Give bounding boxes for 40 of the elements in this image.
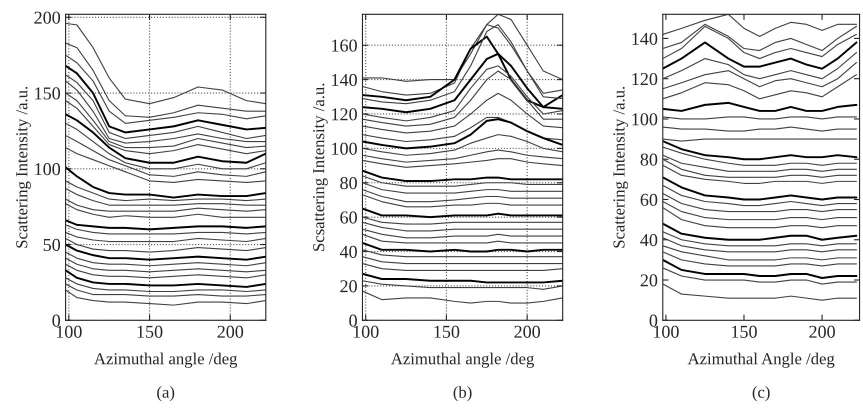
text: (a) bbox=[157, 386, 174, 402]
y-axis-title: Scattering Intensity /a.u. bbox=[16, 86, 31, 248]
y-tick-label: 0 bbox=[650, 314, 658, 327]
y-tick-label: 20 bbox=[640, 274, 658, 286]
y-tick-label: 200 bbox=[34, 12, 60, 24]
y-tick-label: 120 bbox=[632, 72, 658, 86]
y-tick-label: 140 bbox=[632, 32, 658, 45]
x-tick-label: 150 bbox=[138, 326, 162, 338]
text: (c) bbox=[752, 386, 770, 402]
y-tick-label: 100 bbox=[332, 142, 357, 155]
y-axis-title: Scsattering Intensity /a.u. bbox=[313, 84, 328, 251]
y-tick-label: 100 bbox=[632, 113, 658, 126]
x-axis-title: Azimuthal angle /deg bbox=[390, 352, 534, 368]
x-tick-label: 200 bbox=[218, 326, 244, 338]
x-axis-title: Azimuthal angle /deg bbox=[94, 352, 238, 368]
y-tick-label: 40 bbox=[640, 234, 658, 246]
y-tick-label: 40 bbox=[340, 246, 357, 258]
x-tick-label: 150 bbox=[434, 326, 460, 338]
y-tick-label: 140 bbox=[332, 74, 357, 86]
x-axis-title: Azimuthal Angle /deg bbox=[688, 352, 834, 368]
y-axis-title: Scattering Intensity /a.u. bbox=[613, 86, 628, 248]
y-tick-label: 0 bbox=[52, 314, 60, 327]
y-tick-label: 100 bbox=[35, 163, 60, 176]
y-tick-label: 80 bbox=[640, 153, 658, 166]
x-tick-label: 200 bbox=[514, 326, 540, 338]
y-tick-label: 50 bbox=[44, 238, 60, 251]
y-tick-label: 160 bbox=[332, 39, 357, 52]
x-tick-label: 100 bbox=[56, 326, 82, 338]
y-tick-label: 150 bbox=[35, 87, 60, 100]
x-tick-label: 100 bbox=[654, 326, 679, 338]
y-tick-label: 60 bbox=[340, 211, 357, 224]
x-tick-label: 200 bbox=[809, 326, 835, 338]
y-tick-label: 60 bbox=[640, 194, 658, 206]
text: (b) bbox=[454, 386, 472, 402]
y-tick-label: 20 bbox=[340, 280, 357, 292]
y-tick-label: 0 bbox=[349, 314, 357, 327]
x-tick-label: 150 bbox=[732, 326, 757, 338]
y-tick-label: 120 bbox=[332, 108, 357, 120]
x-tick-label: 100 bbox=[354, 326, 379, 338]
y-tick-label: 80 bbox=[340, 177, 357, 190]
